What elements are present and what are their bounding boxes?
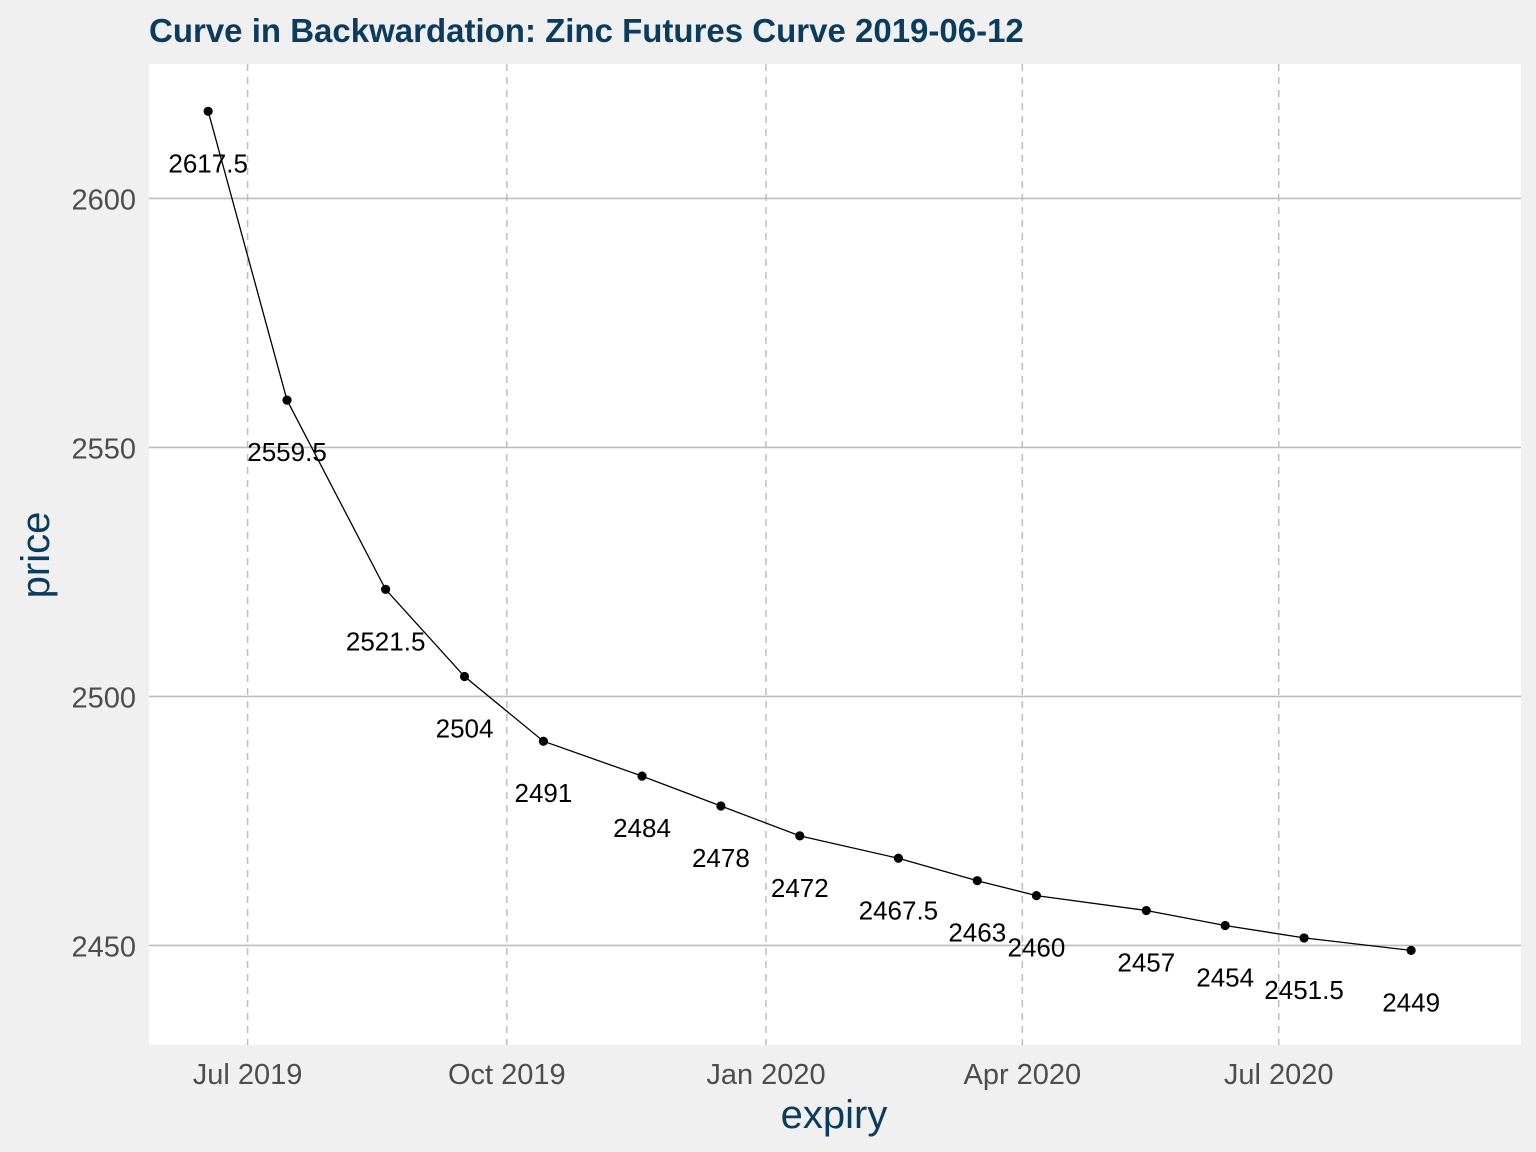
x-tick-label: Apr 2020 xyxy=(963,1059,1081,1091)
horizontal-gridlines xyxy=(149,197,1521,947)
data-point xyxy=(282,395,292,405)
data-points xyxy=(203,106,1416,955)
data-point xyxy=(1406,945,1416,955)
data-point xyxy=(795,831,805,841)
x-tick-label: Oct 2019 xyxy=(448,1059,566,1091)
data-label: 2478 xyxy=(692,843,750,873)
y-tick-label: 2550 xyxy=(71,433,136,465)
data-labels: 2617.5 2559.5 2521.5 2504 2491 2484 2478 2472 24… xyxy=(168,148,1440,1017)
y-tick-label: 2450 xyxy=(71,931,136,963)
data-point xyxy=(1031,891,1042,901)
data-label: 2472 xyxy=(771,873,829,903)
data-point xyxy=(1220,920,1230,931)
data-label: 2491 xyxy=(514,778,572,808)
x-axis-label: expiry xyxy=(781,1093,888,1137)
data-label: 2454 xyxy=(1196,962,1254,992)
data-label: 2457 xyxy=(1117,948,1175,978)
data-point xyxy=(1299,933,1309,943)
data-point xyxy=(459,671,470,682)
data-label: 2617.5 xyxy=(168,148,248,178)
data-point xyxy=(637,771,647,781)
y-tick-label: 2500 xyxy=(71,682,136,714)
x-tick-label: Jul 2019 xyxy=(193,1059,303,1091)
data-point xyxy=(972,876,982,886)
data-point xyxy=(203,106,213,116)
data-label: 2504 xyxy=(436,714,494,744)
data-point xyxy=(716,801,726,811)
data-point xyxy=(538,736,549,746)
y-axis-label: price xyxy=(14,512,58,599)
data-label: 2559.5 xyxy=(247,437,327,467)
data-point xyxy=(893,853,903,863)
y-tick-label: 2600 xyxy=(71,184,136,216)
x-tick-label: Jul 2020 xyxy=(1224,1059,1334,1091)
data-label: 2449 xyxy=(1382,987,1440,1017)
x-axis-ticks: Jul 2019 Oct 2019 Jan 2020 Apr 2020 Jul 2020 xyxy=(193,1059,1334,1091)
data-label: 2484 xyxy=(613,813,671,843)
data-label: 2521.5 xyxy=(346,626,426,656)
plot-panel xyxy=(149,64,1521,1045)
data-label: 2463 xyxy=(948,918,1006,948)
data-label: 2467.5 xyxy=(859,895,939,925)
data-point xyxy=(381,584,391,594)
chart-title: Curve in Backwardation: Zinc Futures Cur… xyxy=(149,12,1024,49)
data-label: 2451.5 xyxy=(1264,975,1344,1005)
x-tick-label: Jan 2020 xyxy=(706,1059,825,1091)
y-axis-ticks: 2450 2500 2550 2600 xyxy=(71,184,136,963)
data-point xyxy=(1141,905,1151,916)
data-label: 2460 xyxy=(1008,933,1066,963)
